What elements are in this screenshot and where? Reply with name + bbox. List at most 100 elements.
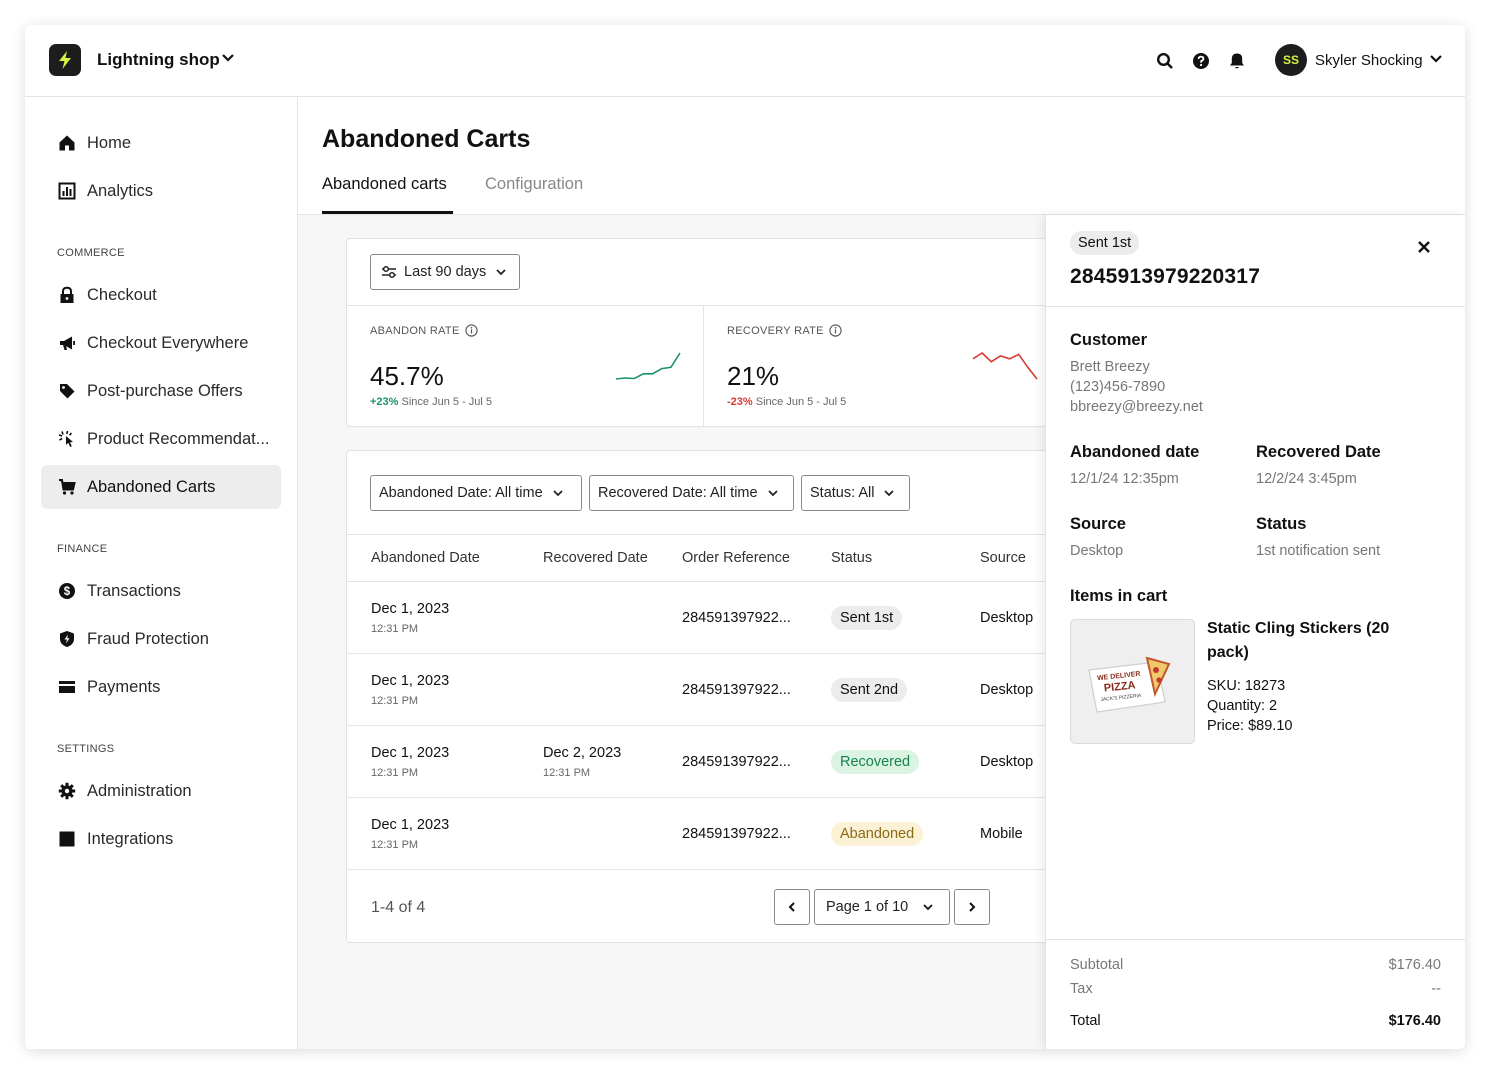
sidebar-item-home[interactable]: Home xyxy=(41,121,281,165)
status-badge: Sent 1st xyxy=(1070,231,1140,255)
info-icon[interactable] xyxy=(829,324,842,337)
customer-phone: (123)456-7890 xyxy=(1070,379,1166,395)
chevron-down-icon[interactable] xyxy=(1429,54,1443,64)
search-icon[interactable] xyxy=(1156,52,1174,70)
table-row[interactable]: Dec 1, 2023 12:31 PM 284591397922... Sen… xyxy=(347,582,1047,654)
sticker-text: PIZZA xyxy=(1103,679,1136,694)
column-header[interactable]: Recovered Date xyxy=(543,550,648,566)
sidebar-item-administration[interactable]: Administration xyxy=(41,769,281,813)
abandoned-date-filter[interactable]: Abandoned Date: All time xyxy=(370,475,582,511)
sidebar-item-analytics[interactable]: Analytics xyxy=(41,169,281,213)
gear-icon xyxy=(57,781,77,801)
chevron-down-icon[interactable] xyxy=(221,53,235,63)
shield-icon xyxy=(57,629,77,649)
card-icon xyxy=(57,677,77,697)
previous-page-button[interactable] xyxy=(774,889,810,925)
shop-name[interactable]: Lightning shop xyxy=(97,50,220,69)
column-header[interactable]: Source xyxy=(980,550,1026,566)
lightning-logo-icon[interactable] xyxy=(49,44,81,76)
order-reference: 284591397922... xyxy=(682,754,791,770)
sidebar-item-payments[interactable]: Payments xyxy=(41,665,281,709)
order-reference: 284591397922... xyxy=(682,826,791,842)
metric-change-abandon-rate: +23% Since Jun 5 - Jul 5 xyxy=(370,396,492,408)
metric-label-recovery-rate: RECOVERY RATE xyxy=(727,324,842,337)
date-range-filter[interactable]: Last 90 days xyxy=(370,254,520,290)
status-filter[interactable]: Status: All xyxy=(801,475,910,511)
tax-value: -- xyxy=(1431,981,1441,997)
chevron-right-icon xyxy=(969,902,976,912)
tax-label: Tax xyxy=(1070,981,1093,997)
sidebar-item-integrations[interactable]: Integrations xyxy=(41,817,281,861)
status-badge: Recovered xyxy=(831,750,920,774)
items-heading: Items in cart xyxy=(1070,587,1168,605)
column-header[interactable]: Abandoned Date xyxy=(371,550,480,566)
tab-abandoned-carts[interactable]: Abandoned carts xyxy=(322,175,447,193)
home-icon xyxy=(57,133,77,153)
metric-label-text: RECOVERY RATE xyxy=(727,324,824,337)
filter-label: Recovered Date: All time xyxy=(598,485,758,501)
sidebar-item-post-purchase-offers[interactable]: Post-purchase Offers xyxy=(41,369,281,413)
abandoned-date: Dec 1, 2023 xyxy=(371,745,450,761)
avatar[interactable]: SS xyxy=(1275,44,1307,76)
sparkline-path xyxy=(972,351,1038,380)
metric-value-abandon-rate: 45.7% xyxy=(370,361,444,391)
column-header[interactable]: Order Reference xyxy=(682,550,790,566)
sparkline-path xyxy=(615,352,681,380)
info-icon[interactable] xyxy=(464,324,478,337)
source: Desktop xyxy=(980,754,1034,770)
svg-text:$: $ xyxy=(64,586,71,598)
abandoned-date: Dec 1, 2023 xyxy=(371,673,450,689)
tag-icon xyxy=(57,381,77,401)
sidebar-item-label: Analytics xyxy=(87,181,154,200)
square-icon xyxy=(57,829,77,849)
customer-name: Brett Breezy xyxy=(1070,359,1150,375)
table-row[interactable]: Dec 1, 2023 12:31 PM 284591397922... Sen… xyxy=(347,654,1047,726)
top-bar: Lightning shop SS Skyler Shocking xyxy=(25,25,1465,97)
sticker-text: WE DELIVER xyxy=(1097,671,1141,683)
recovered-date-filter[interactable]: Recovered Date: All time xyxy=(589,475,794,511)
order-id: 2845913979220317 xyxy=(1070,265,1261,288)
chevron-down-icon xyxy=(923,904,933,911)
sidebar-item-checkout[interactable]: Checkout xyxy=(41,273,281,317)
pizza-sticker-image: WE DELIVER PIZZA JACK'S PIZZERIA xyxy=(1088,656,1171,713)
sidebar-item-product-recommendations[interactable]: Product Recommendat... xyxy=(41,417,281,461)
date-range-label: Last 90 days xyxy=(404,264,487,280)
order-summary: Subtotal $176.40 Tax -- Total $176.40 xyxy=(1046,939,1465,1049)
column-header[interactable]: Status xyxy=(831,550,873,566)
abandoned-date-heading: Abandoned date xyxy=(1070,443,1200,461)
megaphone-icon xyxy=(57,333,77,353)
lock-icon xyxy=(57,285,77,305)
table-row[interactable]: Dec 1, 2023 12:31 PM 284591397922... Aba… xyxy=(347,798,1047,870)
metric-change-recovery-rate: -23% Since Jun 5 - Jul 5 xyxy=(727,396,846,408)
analytics-icon xyxy=(57,181,77,201)
bell-icon[interactable] xyxy=(1228,52,1246,70)
help-icon[interactable] xyxy=(1192,52,1210,70)
status-heading: Status xyxy=(1256,515,1307,533)
recovered-time: 12:31 PM xyxy=(543,767,591,779)
close-icon[interactable] xyxy=(1416,239,1432,255)
sidebar-item-label: Abandoned Carts xyxy=(87,477,216,496)
table-header: Abandoned Date Recovered Date Order Refe… xyxy=(347,534,1067,582)
sidebar-item-label: Administration xyxy=(87,781,192,800)
page-select[interactable]: Page 1 of 10 xyxy=(814,889,950,925)
item-name: Static Cling Stickers (20 pack) xyxy=(1207,620,1390,661)
sidebar-item-abandoned-carts[interactable]: Abandoned Carts xyxy=(41,465,281,509)
user-name[interactable]: Skyler Shocking xyxy=(1315,52,1423,69)
recovered-date-heading: Recovered Date xyxy=(1256,443,1381,461)
sparkle-click-icon xyxy=(57,429,77,449)
table-row[interactable]: Dec 1, 2023 12:31 PM Dec 2, 2023 12:31 P… xyxy=(347,726,1047,798)
source: Desktop xyxy=(980,682,1034,698)
section-settings: SETTINGS xyxy=(57,743,115,755)
product-image[interactable]: WE DELIVER PIZZA JACK'S PIZZERIA xyxy=(1070,619,1195,744)
sidebar-item-fraud-protection[interactable]: Fraud Protection xyxy=(41,617,281,661)
source: Desktop xyxy=(980,610,1034,626)
sidebar-item-label: Checkout Everywhere xyxy=(87,333,249,352)
next-page-button[interactable] xyxy=(954,889,990,925)
abandoned-date-value: 12/1/24 12:35pm xyxy=(1070,471,1179,487)
sidebar-item-transactions[interactable]: $ Transactions xyxy=(41,569,281,613)
metrics-card: Last 90 days ABANDON RATE 45.7% +23% Sin… xyxy=(346,238,1067,427)
status-value: 1st notification sent xyxy=(1256,543,1381,559)
sidebar-item-checkout-everywhere[interactable]: Checkout Everywhere xyxy=(41,321,281,365)
abandoned-date: Dec 1, 2023 xyxy=(371,601,450,617)
tab-configuration[interactable]: Configuration xyxy=(485,175,584,193)
